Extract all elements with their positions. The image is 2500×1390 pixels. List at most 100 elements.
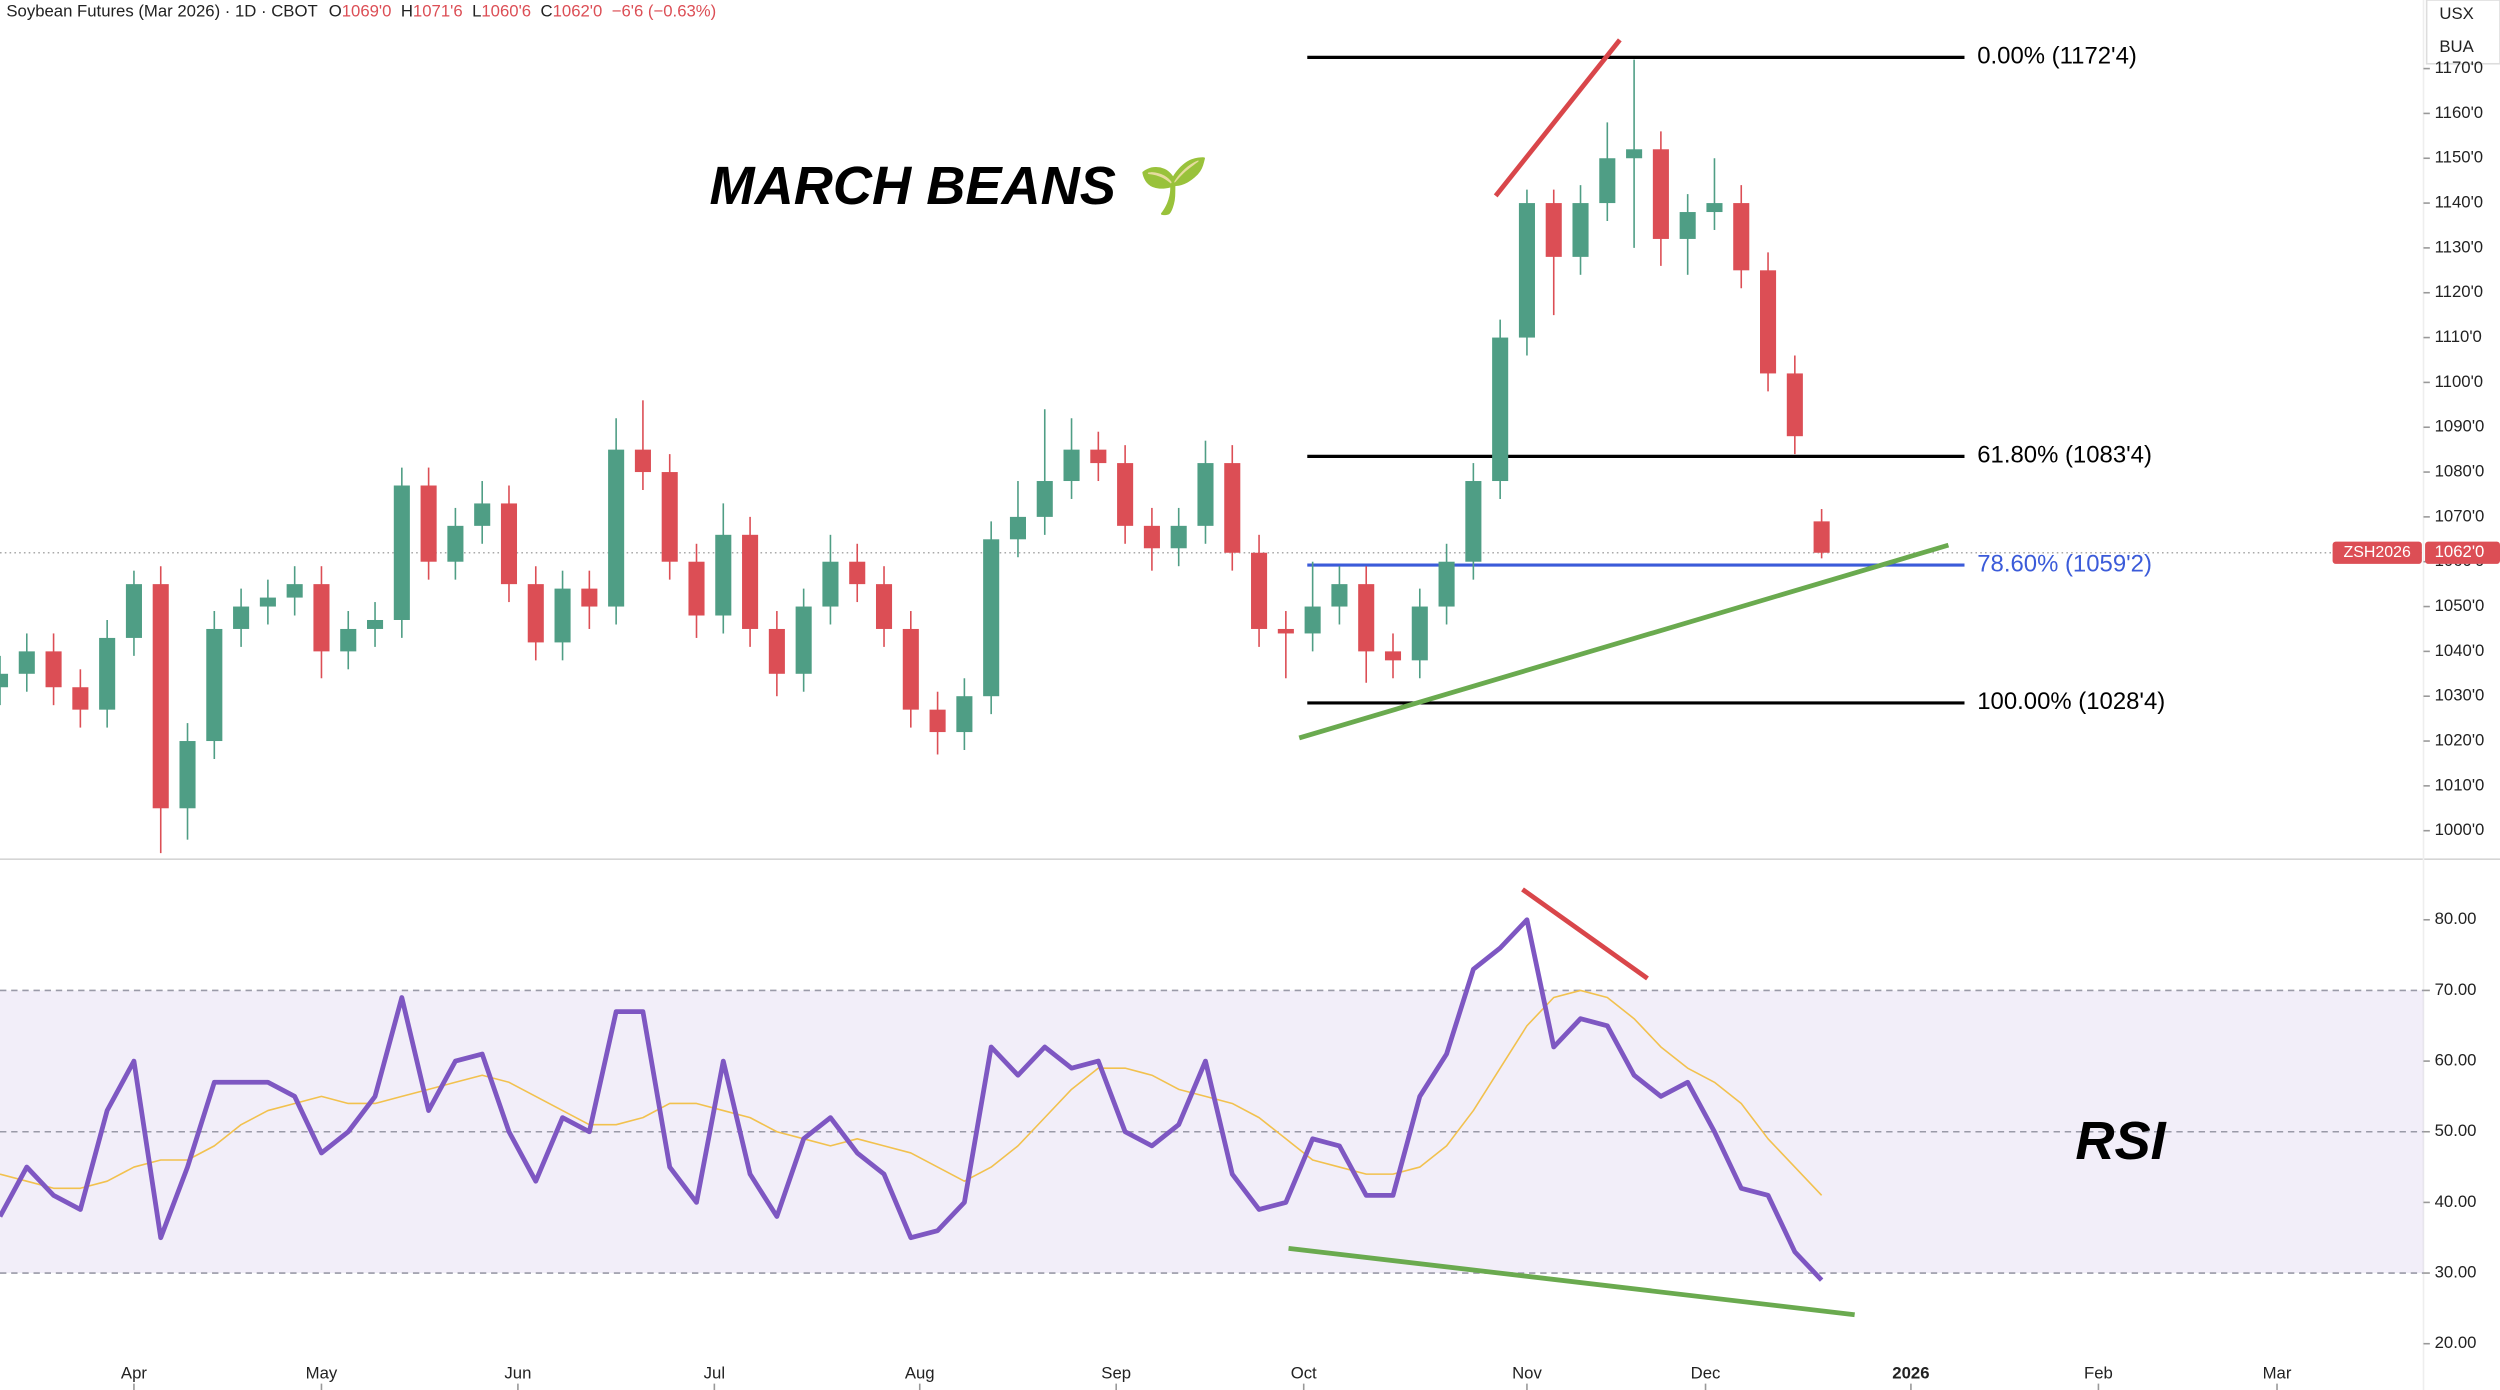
y-tick-label: 1150'0 [2435, 148, 2483, 167]
y-tick-label: 1040'0 [2435, 641, 2485, 660]
candle-body [795, 606, 812, 674]
x-tick-label: Aug [905, 1363, 935, 1382]
candle-body [206, 628, 223, 742]
y-tick-label: 20.00 [2435, 1333, 2477, 1352]
candle-body [72, 687, 89, 710]
candle-body [1117, 463, 1134, 526]
candle-body [1304, 606, 1321, 634]
candle-body [1143, 525, 1160, 549]
x-tick-label: Dec [1691, 1363, 1721, 1382]
unit[interactable]: BUA [2439, 37, 2474, 56]
y-tick-label: 1130'0 [2435, 237, 2483, 256]
candle-body [688, 561, 705, 616]
y-tick-label: 1010'0 [2435, 775, 2485, 794]
y-tick-label: 1090'0 [2435, 417, 2485, 436]
candle-body [822, 561, 839, 607]
candle-body [1224, 463, 1241, 553]
trend-line [1298, 542, 1950, 741]
symbol: Soybean Futures (Mar 2026) · 1D · CBOT [6, 2, 317, 21]
candle-body [1384, 651, 1402, 661]
y-tick-label: 1140'0 [2435, 193, 2483, 212]
y-tick-label: 80.00 [2435, 909, 2477, 928]
candle-body [554, 588, 571, 643]
y-tick-label: 1030'0 [2435, 686, 2485, 705]
candle-body [125, 584, 142, 638]
candle-body [742, 534, 759, 629]
candle-body [527, 584, 544, 643]
low: 1060'6 [481, 2, 531, 21]
candle-body [340, 628, 357, 652]
price-label: 1062'0 [2435, 542, 2485, 561]
candle-body [1626, 149, 1643, 159]
y-tick-label: 1080'0 [2435, 461, 2485, 480]
candle-body [18, 651, 35, 674]
candle-body [1197, 463, 1214, 526]
x-tick-label: Apr [121, 1363, 147, 1382]
y-tick-label: 1120'0 [2435, 282, 2483, 301]
trend-line [1493, 38, 1622, 198]
chart-title: MARCH BEANS 🌱 [710, 156, 1209, 216]
candle-body [1438, 561, 1455, 607]
y-tick-label: 1110'0 [2435, 327, 2482, 346]
change: −6'6 (−0.63%) [612, 2, 717, 21]
high-label: H [401, 2, 413, 21]
candle-body [1599, 158, 1616, 204]
fib-label: 61.80% (1083'4) [1977, 442, 2152, 469]
candle-body [1760, 270, 1777, 374]
x-tick-label: 2026 [1892, 1363, 1929, 1382]
candle-body [849, 561, 866, 585]
x-tick-label: Oct [1291, 1363, 1317, 1382]
fib-label: 0.00% (1172'4) [1977, 43, 2137, 70]
candle-body [1465, 481, 1482, 562]
fib-label: 78.60% (1059'2) [1977, 550, 2152, 577]
candle-body [634, 449, 651, 473]
x-tick-label: Jun [504, 1363, 531, 1382]
price-badge [2425, 541, 2500, 564]
candle-body [0, 673, 9, 688]
candle-body [902, 628, 919, 710]
x-tick-label: Sep [1101, 1363, 1131, 1382]
y-tick-label: 50.00 [2435, 1121, 2477, 1140]
candle-body [608, 449, 625, 607]
high: 1071'6 [413, 2, 463, 21]
y-tick-label: 30.00 [2435, 1262, 2477, 1281]
open: 1069'0 [342, 2, 392, 21]
symbol-label: ZSH2026 [2344, 544, 2411, 561]
y-tick-label: 1170'0 [2435, 58, 2483, 77]
y-tick-label: 1000'0 [2435, 820, 2485, 839]
candle-body [1545, 203, 1562, 257]
candle-body [1090, 449, 1107, 464]
candle-body [929, 709, 946, 733]
candle-body [500, 503, 518, 585]
close: 1062'0 [553, 2, 603, 21]
trend-line [1288, 1245, 1855, 1318]
x-tick-label: Nov [1512, 1363, 1542, 1382]
marks: 1000'01010'01020'01030'01040'01050'01060… [0, 38, 2500, 1390]
candle-body [1572, 203, 1589, 257]
candle-body [875, 584, 893, 629]
candle-body [179, 741, 196, 809]
candle-body [152, 584, 169, 809]
y-tick-label: 40.00 [2435, 1192, 2477, 1211]
candle-body [1331, 584, 1348, 607]
candle-body [1277, 628, 1294, 634]
open-label: O [329, 2, 342, 21]
trend-line [1521, 887, 1649, 981]
y-tick-label: 70.00 [2435, 980, 2477, 999]
candle-body [661, 472, 678, 562]
x-tick-label: May [306, 1363, 338, 1382]
candle-body [420, 485, 437, 562]
candle-body [715, 534, 732, 616]
header: Soybean Futures (Mar 2026) · 1D · CBOT O… [6, 2, 716, 21]
candle-body [581, 588, 598, 607]
x-tick-label: Mar [2263, 1363, 2292, 1382]
currency[interactable]: USX [2439, 4, 2473, 23]
y-tick-label: 60.00 [2435, 1051, 2477, 1070]
unit-box [2425, 0, 2500, 65]
candle-body [1063, 449, 1080, 482]
y-tick-label: 1070'0 [2435, 506, 2485, 525]
close-label: C [541, 2, 553, 21]
candle-body [447, 525, 464, 562]
candle-body [1036, 481, 1053, 517]
